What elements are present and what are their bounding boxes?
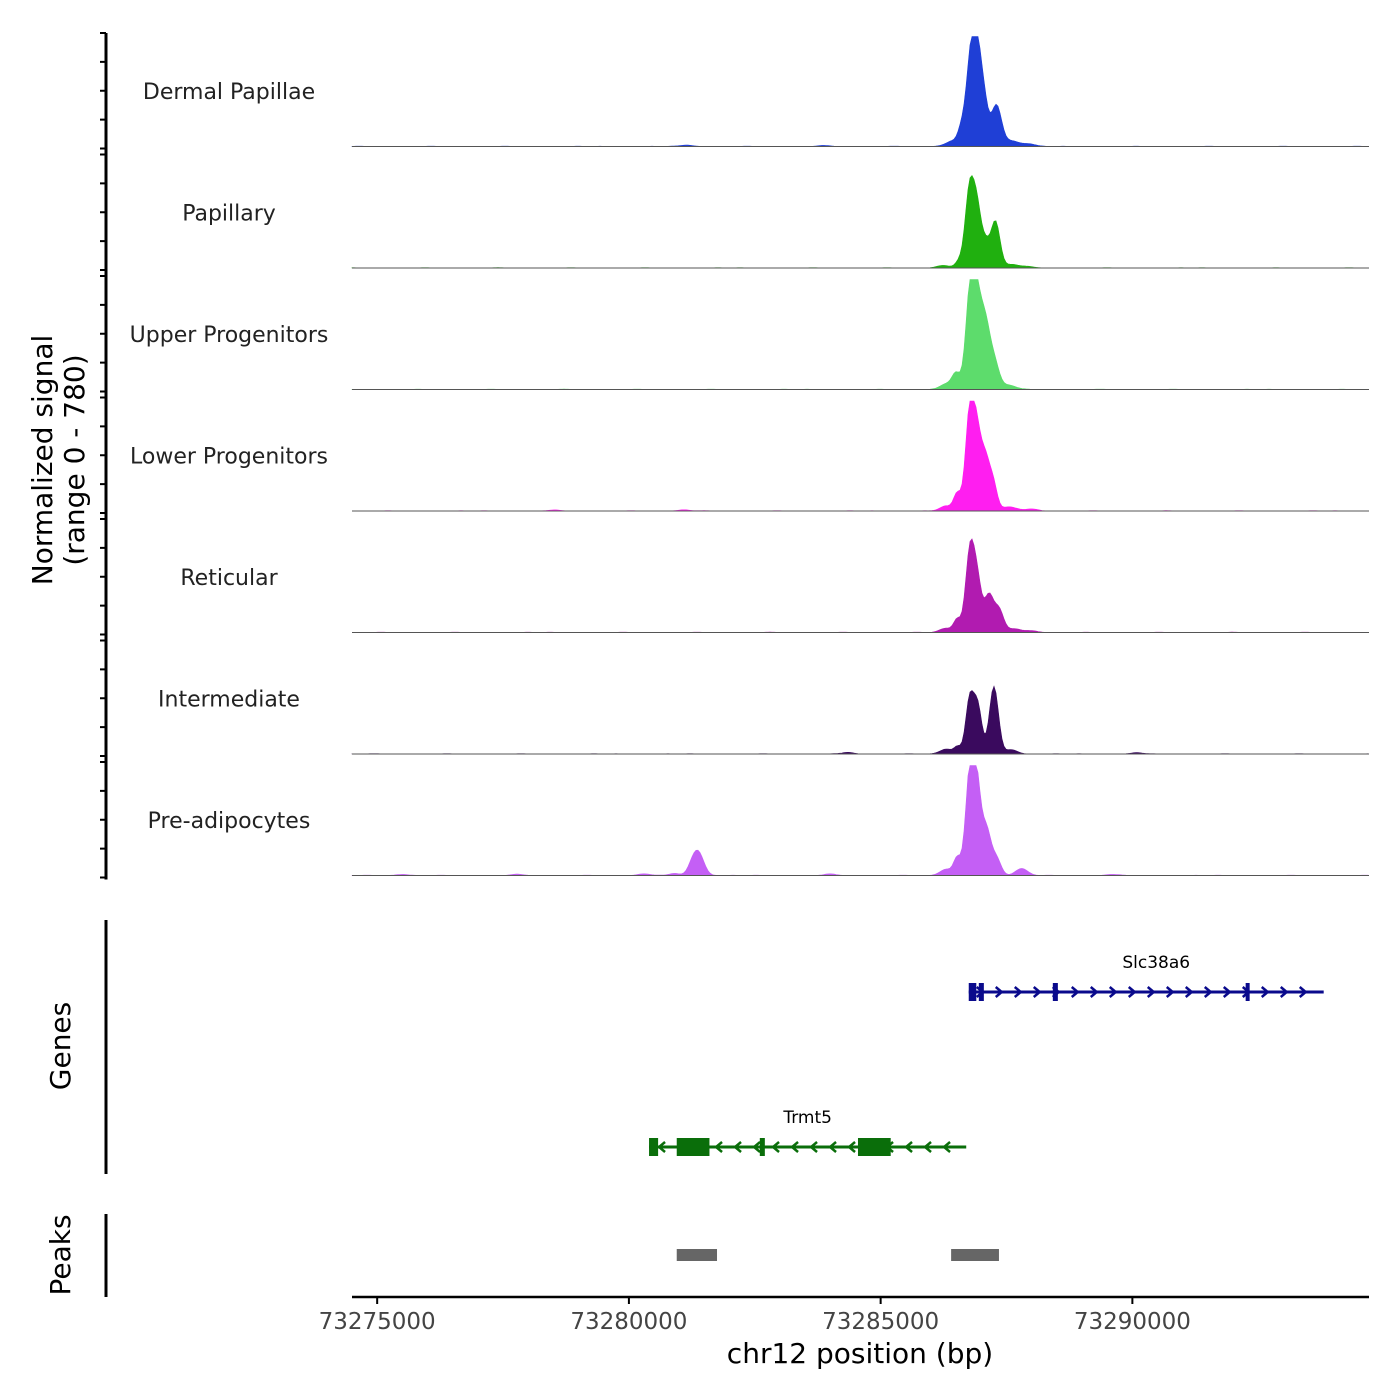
strand-arrow (923, 1141, 932, 1153)
strand-arrow (1108, 986, 1118, 998)
x-tick-label: 73285000 (822, 1309, 939, 1335)
signal-area (351, 174, 1370, 269)
strand-arrow (1146, 986, 1156, 998)
x-tick-label: 73275000 (319, 1309, 436, 1335)
x-axis: chr12 position (bp) 73275000 73280000 7328… (319, 1295, 1369, 1370)
track-label: Papillary (182, 202, 276, 227)
strand-arrow (1298, 986, 1308, 998)
strand-arrow (904, 1141, 913, 1153)
strand-arrow (809, 1141, 818, 1153)
strand-arrow (657, 1141, 666, 1153)
signal-area (351, 279, 1369, 390)
strand-arrow (1165, 986, 1175, 998)
exon (978, 983, 984, 1001)
coverage-tracks: Dermal Papillae Papillary Upper Progenitor… (100, 32, 1370, 880)
x-axis-title: chr12 position (bp) (727, 1337, 993, 1370)
track-intermediate: Intermediate (100, 639, 1370, 757)
strand-arrow (847, 1141, 856, 1153)
strand-arrow (828, 1141, 837, 1153)
genes-panel: Genes Slc38a6 Trmt5 (44, 920, 1324, 1174)
strand-arrow (1127, 986, 1137, 998)
strand-arrow (790, 1141, 799, 1153)
strand-arrow (1089, 986, 1099, 998)
track-label: Intermediate (158, 688, 300, 713)
gene-label: Trmt5 (782, 1108, 832, 1128)
y-axis-title: Normalized signal (range 0 - 780) (26, 335, 91, 586)
genes-panel-title: Genes (44, 1002, 77, 1090)
strand-arrow (771, 1141, 780, 1153)
signal-area (351, 36, 1369, 147)
strand-arrow (752, 1141, 761, 1153)
track-label: Pre-adipocytes (148, 809, 311, 834)
peaks-panel: Peaks (44, 1214, 999, 1297)
x-tick-label: 73290000 (1074, 1309, 1191, 1335)
track-label: Lower Progenitors (130, 445, 328, 470)
peak-region (951, 1249, 999, 1261)
track-reticular: Reticular (100, 518, 1369, 636)
signal-area (351, 685, 1370, 755)
track-dermal-papillae: Dermal Papillae (100, 32, 1369, 150)
exon (968, 983, 977, 1001)
track-label: Reticular (180, 566, 278, 591)
exon (1052, 983, 1058, 1001)
strand-arrow (1279, 986, 1289, 998)
peaks-panel-title: Peaks (44, 1214, 77, 1295)
exon (759, 1138, 765, 1156)
track-pre-adipocytes: Pre-adipocytes (100, 761, 1370, 879)
strand-arrow (1222, 986, 1232, 998)
strand-arrow (942, 1141, 951, 1153)
track-upper-progenitors: Upper Progenitors (100, 275, 1369, 393)
gene-trmt5: Trmt5 (649, 1108, 967, 1156)
strand-arrow (714, 1141, 723, 1153)
track-label: Dermal Papillae (143, 80, 315, 105)
strand-arrow (1013, 986, 1023, 998)
strand-arrow (1184, 986, 1194, 998)
strand-arrow (1203, 986, 1213, 998)
signal-area (352, 538, 1369, 633)
strand-arrow (1260, 986, 1270, 998)
gene-label: Slc38a6 (1122, 953, 1190, 973)
track-papillary: Papillary (100, 153, 1370, 271)
gene-slc38a6: Slc38a6 (968, 953, 1324, 1001)
strand-arrow (994, 986, 1004, 998)
y-axis-title-line2: (range 0 - 780) (58, 354, 91, 565)
x-tick-label: 73280000 (570, 1309, 687, 1335)
strand-arrow (1032, 986, 1042, 998)
strand-arrow (1070, 986, 1080, 998)
signal-area (352, 400, 1369, 512)
strand-arrow (733, 1141, 742, 1153)
exon (1245, 983, 1250, 1001)
exon (649, 1138, 659, 1156)
y-axis-title-line1: Normalized signal (26, 335, 59, 586)
exon (857, 1138, 891, 1156)
track-lower-progenitors: Lower Progenitors (100, 396, 1369, 514)
track-label: Upper Progenitors (130, 323, 329, 348)
peak-region (676, 1249, 718, 1261)
exon (676, 1138, 710, 1156)
signal-area (351, 765, 1370, 876)
